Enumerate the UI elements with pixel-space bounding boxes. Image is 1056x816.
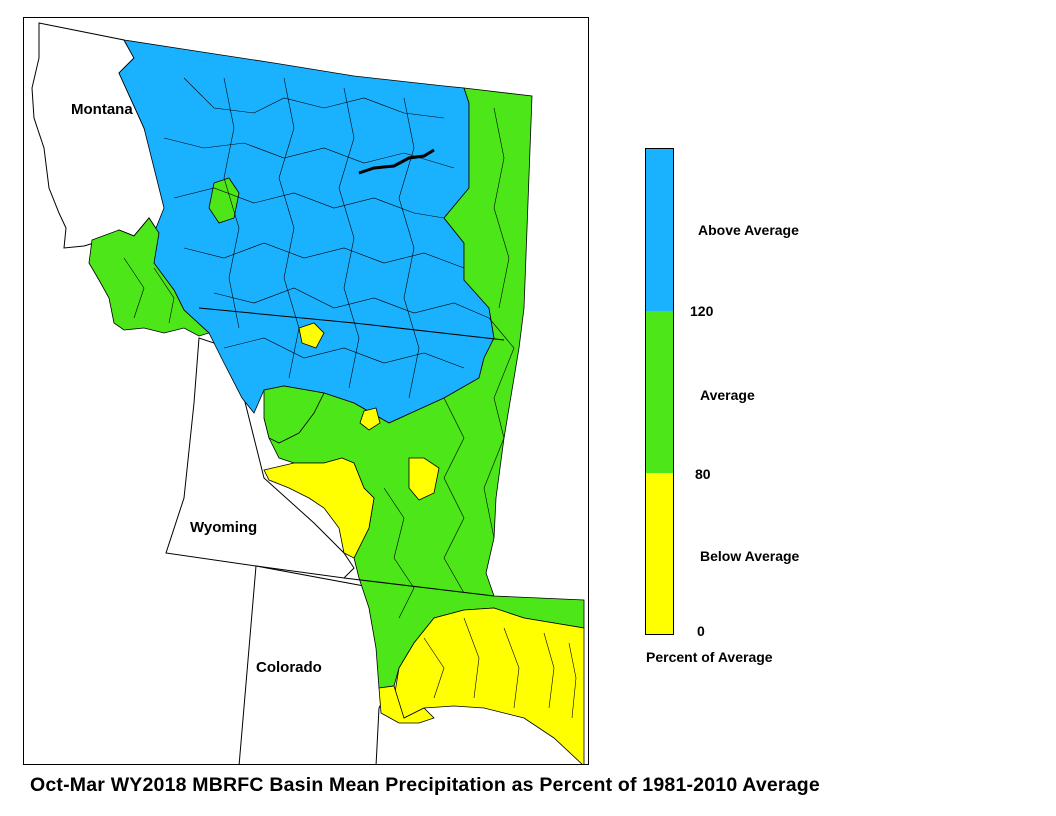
- legend-swatch-below-average: [646, 473, 673, 634]
- state-label-colorado: Colorado: [256, 659, 322, 676]
- below-average-region-central: [263, 457, 375, 559]
- state-boundaries: [198, 307, 505, 597]
- basin-boundaries: [123, 77, 577, 719]
- legend-tick-120: 120: [690, 303, 714, 319]
- average-region-west: [88, 217, 210, 337]
- below-average-region-north: [408, 457, 440, 501]
- legend-label-above-average: Above Average: [698, 222, 799, 238]
- legend-tick-0: 0: [697, 623, 705, 639]
- above-average-region: [118, 39, 495, 424]
- below-average-region-southwest: [378, 685, 435, 724]
- basin-map: [31, 22, 585, 764]
- map-frame: [23, 17, 589, 765]
- state-label-montana: Montana: [71, 101, 133, 118]
- legend-label-below-average: Below Average: [700, 548, 800, 564]
- legend-label-average: Average: [700, 387, 755, 403]
- below-average-region-small-1: [298, 322, 325, 349]
- below-average-region-small-2: [359, 407, 381, 431]
- wyoming-outline: [165, 337, 355, 579]
- legend-tick-80: 80: [695, 466, 711, 482]
- state-label-wyoming: Wyoming: [190, 519, 258, 536]
- legend-swatch-above-average: [646, 149, 673, 311]
- legend-title: Percent of Average: [646, 649, 773, 665]
- map-title: Oct-Mar WY2018 MBRFC Basin Mean Precipit…: [30, 774, 820, 796]
- legend-color-bar: [645, 148, 674, 635]
- average-region-center: [263, 385, 325, 444]
- below-average-region-southeast: [393, 607, 585, 764]
- reservoir-feature: [358, 148, 435, 175]
- legend-swatch-average: [646, 311, 673, 473]
